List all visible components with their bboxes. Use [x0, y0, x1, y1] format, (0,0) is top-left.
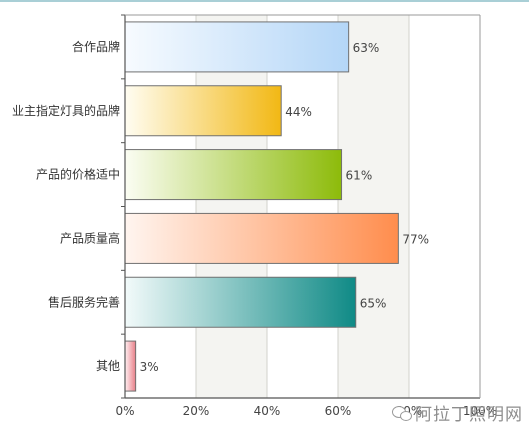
value-label: 61% — [346, 169, 373, 183]
category-label: 产品的价格适中 — [36, 167, 120, 182]
bar — [124, 21, 350, 73]
watermark-text: 阿拉丁照明网 — [415, 405, 523, 425]
value-label: 63% — [353, 41, 380, 55]
wechat-icon — [392, 405, 412, 421]
category-label: 业主指定灯具的品牌 — [12, 103, 120, 118]
x-tick-label: 0% — [115, 404, 134, 418]
bar — [124, 85, 282, 137]
category-label: 合作品牌 — [72, 39, 120, 54]
bar — [124, 212, 399, 264]
category-label: 其他 — [96, 359, 120, 373]
top-border-line — [0, 0, 529, 2]
category-label: 售后服务完善 — [48, 294, 120, 309]
value-label: 3% — [140, 360, 159, 374]
value-label: 77% — [402, 232, 429, 246]
x-tick-label: 100% — [463, 404, 497, 418]
plot-area — [125, 15, 480, 398]
plot-band — [338, 15, 409, 398]
x-tick-label: 60% — [325, 404, 352, 418]
axes — [121, 14, 481, 399]
plot-band — [196, 15, 267, 398]
plot-background — [125, 15, 480, 398]
watermark: 阿拉丁照明网 — [392, 400, 523, 425]
value-label: 44% — [285, 105, 312, 119]
category-label: 产品质量高 — [60, 230, 120, 245]
value-label: 65% — [360, 296, 387, 310]
bar — [124, 149, 343, 201]
x-tick-label: 20% — [183, 404, 210, 418]
bar — [124, 340, 137, 392]
bar — [124, 276, 357, 328]
x-tick-label: 40% — [254, 404, 281, 418]
value-labels: 63% 44% 61% 77% 65% 3% — [140, 41, 429, 374]
